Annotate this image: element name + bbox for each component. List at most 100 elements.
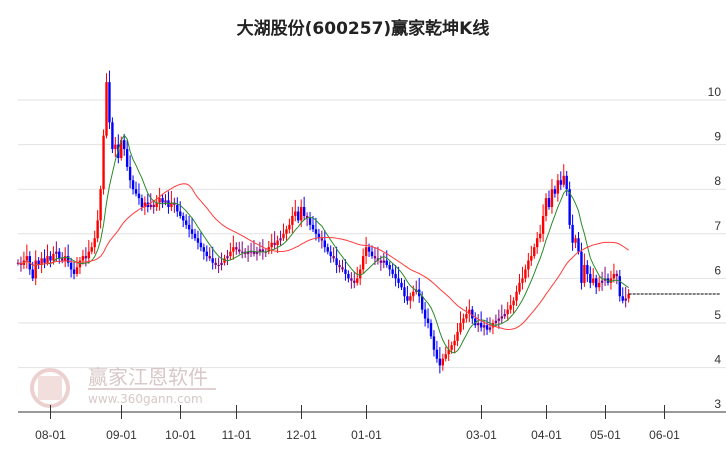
candle-body [347,273,350,279]
candle-body [105,82,108,136]
candle-body [553,189,557,194]
candle-body [465,314,468,319]
candle-body [273,242,276,245]
candle-body [220,262,223,266]
candle-body [102,135,105,190]
candle [208,247,211,262]
candle-body [474,318,477,326]
candle [509,294,512,314]
candle-body [179,211,182,216]
x-tick-label: 08-01 [35,428,66,442]
candle [544,193,548,222]
candle-body [559,180,562,185]
x-tick-label: 01-01 [351,428,382,442]
candle [491,319,495,335]
candle-body [438,358,442,366]
watermark-logo: 赢家江恩软件 www.360gann.com [30,365,216,408]
candle-body [541,215,545,234]
candle-body [96,220,99,239]
candle [538,224,542,243]
candle [524,264,527,283]
candle-body [521,278,524,283]
candle [612,263,616,283]
watermark-seal-inner [38,376,62,400]
candle [503,309,506,319]
candle-body [128,166,132,181]
candle [474,312,477,328]
candle [606,273,610,286]
candle-body [364,247,368,257]
candle [46,244,49,266]
candles [16,70,630,374]
chart-title: 大湖股份(600257)赢家乾坤K线 [236,19,490,39]
candle [400,277,403,290]
candle [137,183,141,205]
candle-body [285,229,288,234]
y-tick-label: 6 [714,263,721,277]
candle [512,297,515,314]
candle-body [503,314,506,317]
candle [114,137,117,158]
candle [556,174,560,202]
candle [199,232,203,252]
candle-body [108,82,111,123]
candle [146,193,149,213]
candle-body [420,296,424,310]
candle [627,289,630,303]
candle [320,230,324,249]
candle-body [600,280,604,283]
candle [131,175,135,195]
candle [479,311,483,332]
candle [435,340,439,363]
candle-body [69,262,73,270]
candle [364,236,368,265]
candle-body [391,269,394,274]
candle [214,257,217,270]
candle [167,191,170,214]
candle-body [202,247,206,252]
candle [205,245,208,262]
candle [87,240,90,264]
candle-body [37,260,40,266]
candle [370,245,374,259]
candle [350,272,353,289]
candle [391,263,394,278]
candle-body [583,265,586,283]
candle-body [574,238,577,243]
candle-body [196,238,200,243]
candle [294,199,297,222]
candle [134,181,138,197]
candle [72,261,76,280]
candle-body [400,282,403,288]
candle [217,257,220,274]
candle-body [114,144,117,150]
candle [589,266,592,289]
candle [143,196,147,216]
candle [536,232,539,254]
candle [338,260,341,273]
candle [179,201,182,219]
candle-body [258,249,262,252]
candle [597,276,601,292]
candle-body [512,300,515,306]
candle-body [323,240,326,248]
candle [500,304,503,324]
candle-body [161,198,164,203]
candle-body [353,280,356,283]
y-tick-label: 8 [714,174,721,188]
candle-body [326,247,329,252]
candle [125,140,129,171]
candle [305,212,309,227]
candle-body [468,309,471,315]
x-tick-label: 04-01 [531,428,562,442]
candle [568,181,571,229]
candle-body [571,224,574,243]
y-tick-label: 9 [714,130,721,144]
candle-body [31,269,34,279]
candle [426,308,430,329]
x-tick-label: 12-01 [286,428,317,442]
candle-body [229,251,232,257]
candle [583,253,586,287]
moving-averages [17,134,720,354]
candle-body [462,318,465,323]
